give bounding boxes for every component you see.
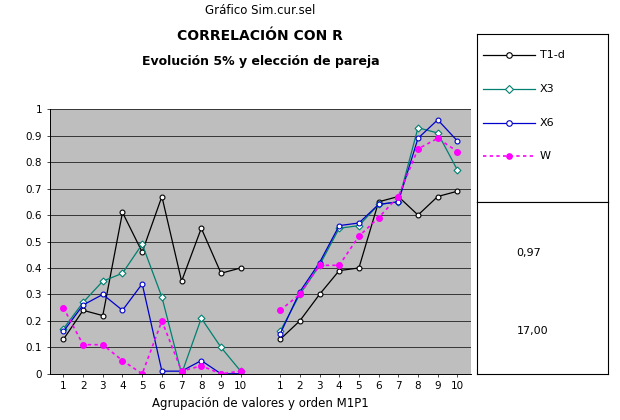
Text: Gráfico Sim.cur.sel: Gráfico Sim.cur.sel <box>205 4 316 17</box>
Text: X3: X3 <box>540 84 554 94</box>
Text: T1-d: T1-d <box>540 50 565 60</box>
X-axis label: Agrupación de valores y orden M1P1: Agrupación de valores y orden M1P1 <box>152 397 369 410</box>
Text: 0,97: 0,97 <box>516 248 541 258</box>
Text: 17,00: 17,00 <box>516 326 548 336</box>
Text: W: W <box>540 151 551 161</box>
Text: X6: X6 <box>540 118 554 128</box>
Text: CORRELACIÓN CON R: CORRELACIÓN CON R <box>177 29 343 43</box>
Text: Evolución 5% y elección de pareja: Evolución 5% y elección de pareja <box>141 55 379 68</box>
